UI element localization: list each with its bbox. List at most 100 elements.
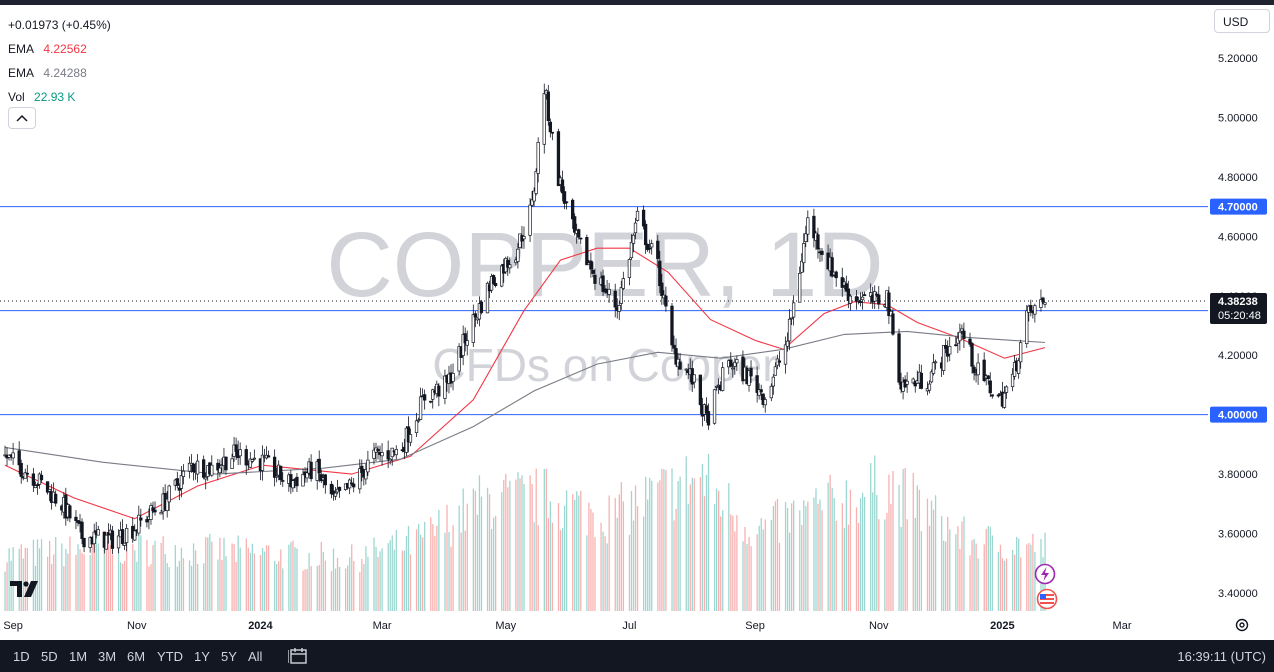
- calendar-range-icon[interactable]: [288, 647, 308, 665]
- legend-ema-fast[interactable]: EMA 4.22562: [8, 37, 111, 61]
- volume-bar: [379, 551, 381, 611]
- timeframe-6m[interactable]: 6M: [127, 649, 146, 664]
- volume-bar: [561, 528, 564, 611]
- gear-icon[interactable]: [1234, 617, 1250, 633]
- volume-bar: [947, 516, 949, 611]
- candle-body: [958, 331, 962, 342]
- collapse-legend-button[interactable]: [8, 107, 36, 129]
- volume-bar: [969, 555, 971, 611]
- volume-bar: [918, 489, 921, 611]
- candle-body: [218, 467, 222, 474]
- volume-bar: [231, 543, 233, 611]
- timeframe-1y[interactable]: 1Y: [194, 649, 210, 664]
- volume-bar: [590, 509, 592, 611]
- volume-bar: [381, 548, 383, 611]
- candle-body: [80, 521, 84, 539]
- candle-body: [429, 400, 433, 403]
- candle-body: [408, 434, 413, 443]
- timeframe-1m[interactable]: 1M: [69, 649, 88, 664]
- timeframe-5y[interactable]: 5Y: [221, 649, 237, 664]
- volume-bar: [409, 554, 412, 611]
- candle-body: [968, 338, 972, 345]
- volume-bar: [863, 497, 866, 611]
- candle-body: [33, 485, 38, 489]
- ema-fast-label: EMA: [8, 42, 35, 56]
- candle-body: [643, 223, 648, 246]
- legend-volume[interactable]: Vol 22.93 K: [8, 85, 111, 109]
- volume-bar: [736, 515, 738, 611]
- candle-body: [570, 199, 575, 220]
- volume-bar: [40, 539, 43, 611]
- timeframe-3m[interactable]: 3M: [98, 649, 117, 664]
- candle-body: [508, 264, 512, 269]
- volume-bar: [150, 564, 152, 611]
- timeframe-1d[interactable]: 1D: [13, 649, 30, 664]
- volume-bar: [310, 566, 312, 611]
- candle-body: [747, 370, 751, 386]
- lightning-icon[interactable]: [1034, 563, 1056, 585]
- volume-bar: [138, 535, 140, 611]
- candle-body: [933, 361, 938, 364]
- price-axis[interactable]: 5.200005.000004.800004.600004.400004.200…: [1210, 53, 1267, 600]
- volume-bar: [332, 548, 335, 611]
- volume-bar: [446, 504, 448, 611]
- candle-body: [806, 217, 810, 235]
- time-axis[interactable]: Sep Nov 2024 Mar May Jul Sep Nov 2025 Mar: [3, 620, 1132, 632]
- volume-bar: [209, 533, 211, 611]
- candle-body: [759, 389, 763, 393]
- volume-bar: [1016, 536, 1018, 611]
- us-flag-icon[interactable]: [1034, 588, 1060, 610]
- candle-body: [493, 282, 498, 286]
- candle-body: [124, 527, 129, 543]
- volume-bar: [535, 468, 537, 611]
- volume-bar: [793, 500, 795, 611]
- volume-bar: [734, 531, 736, 611]
- candle-body: [96, 529, 100, 536]
- volume-bars: [4, 453, 1046, 611]
- volume-bar: [1030, 544, 1032, 611]
- timeframe-ytd[interactable]: YTD: [157, 649, 183, 664]
- candle-body: [763, 399, 767, 406]
- volume-bar: [533, 522, 535, 611]
- volume-bar: [803, 500, 805, 611]
- volume-bar: [762, 529, 764, 611]
- volume-bar: [472, 488, 475, 611]
- timeframe-5d[interactable]: 5D: [41, 649, 58, 664]
- utc-clock[interactable]: 16:39:11 (UTC): [1177, 649, 1266, 664]
- volume-bar: [75, 554, 77, 611]
- legend-ema-slow[interactable]: EMA 4.24288: [8, 61, 111, 85]
- candle-body: [224, 456, 228, 471]
- volume-bar: [349, 557, 351, 611]
- candle-body: [873, 291, 877, 302]
- candle-body: [1025, 310, 1029, 344]
- volume-bar: [602, 531, 604, 611]
- bottom-toolbar: 1D 5D 1M 3M 6M YTD 1Y 5Y All 16:39:11 (U…: [0, 640, 1274, 672]
- candle-body: [546, 91, 550, 122]
- volume-bar: [480, 496, 483, 611]
- candle-body: [562, 191, 567, 204]
- volume-bar: [196, 563, 199, 611]
- candle-body: [175, 478, 179, 486]
- volume-bar: [829, 474, 831, 611]
- candle-body: [913, 381, 917, 387]
- candle-body: [153, 509, 157, 513]
- volume-bar: [813, 497, 815, 611]
- timeframe-all[interactable]: All: [248, 649, 263, 664]
- candle-body: [721, 367, 725, 391]
- candle-body: [564, 201, 569, 204]
- candle-body: [195, 460, 200, 475]
- level-lines: [0, 206, 1208, 416]
- candle-body: [846, 288, 851, 302]
- volume-bar: [95, 535, 97, 611]
- volume-bar: [677, 481, 679, 611]
- volume-bar: [322, 551, 324, 611]
- candle-body: [931, 362, 936, 374]
- currency-selector[interactable]: USD: [1214, 9, 1270, 33]
- volume-bar: [432, 524, 434, 611]
- volume-bar: [764, 519, 766, 611]
- volume-bar: [630, 490, 633, 611]
- volume-bar: [38, 548, 41, 611]
- price-chart[interactable]: COPPER, 1D CFDs on Copper 5.20000 5.00000…: [0, 0, 1274, 640]
- candle-body: [390, 447, 394, 458]
- volume-bar: [975, 543, 977, 611]
